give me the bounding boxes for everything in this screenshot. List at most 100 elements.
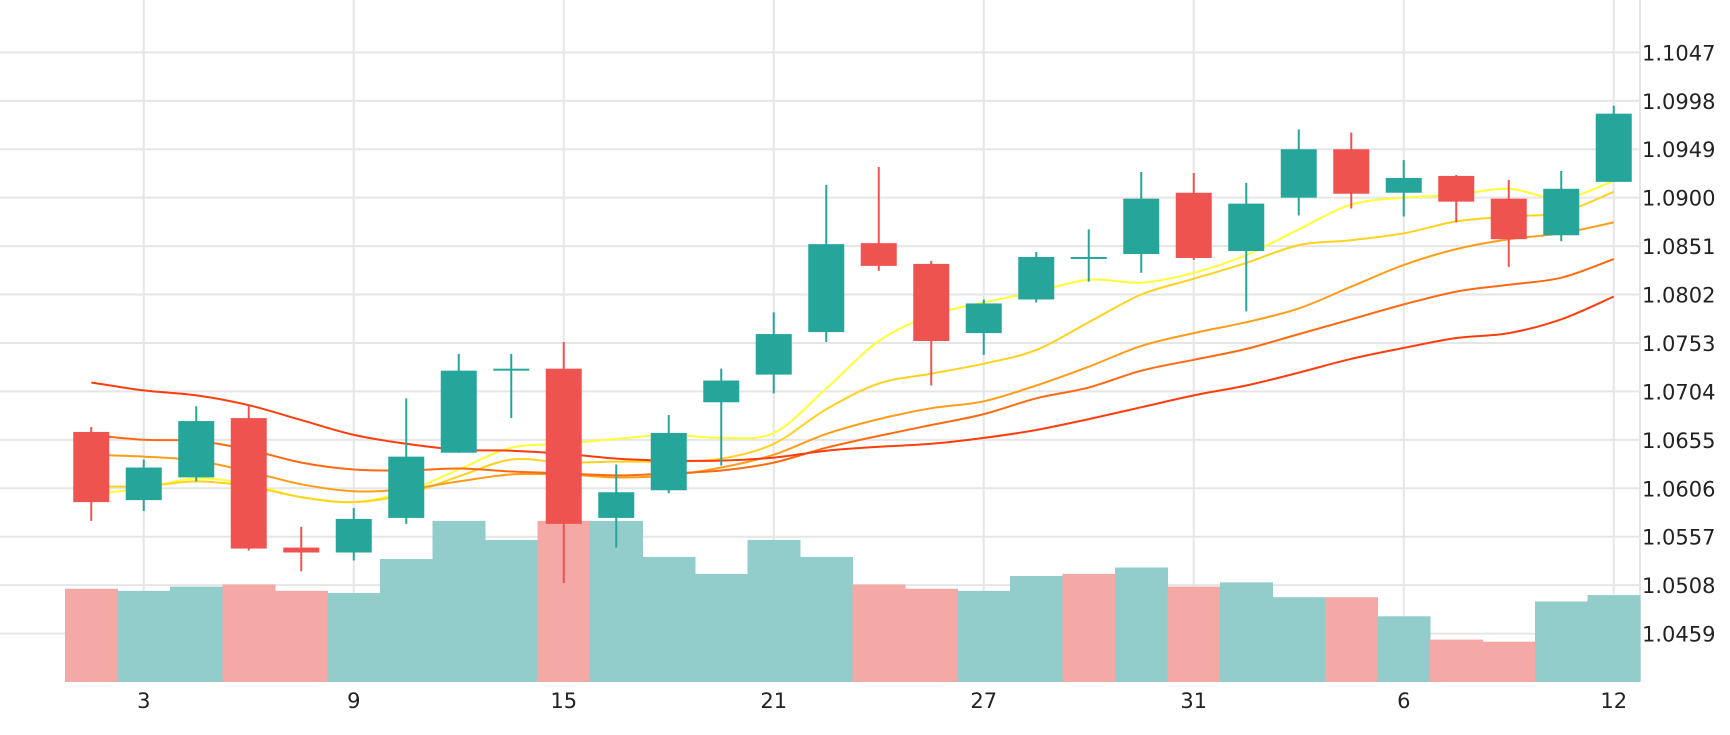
- candle-down: [913, 260, 950, 386]
- volume-bar: [590, 520, 643, 682]
- x-tick-label: 31: [1180, 689, 1207, 713]
- ma-line: [91, 179, 1615, 504]
- candle-down: [230, 405, 267, 551]
- y-tick-label: 1.0557: [1642, 526, 1715, 550]
- candle-body: [965, 303, 1002, 334]
- ma-line: [91, 295, 1615, 462]
- candle-down: [1490, 179, 1527, 267]
- volume-bar: [1482, 641, 1536, 682]
- candle-body: [125, 467, 162, 501]
- y-tick-label: 1.0753: [1642, 332, 1715, 356]
- volume-bar: [1535, 601, 1588, 682]
- y-tick-label: 1.1047: [1642, 41, 1715, 65]
- x-tick-label: 12: [1600, 689, 1627, 713]
- candle-body: [73, 431, 110, 503]
- candle-down: [545, 341, 582, 584]
- candle-up: [1123, 171, 1160, 273]
- candle-body: [1228, 203, 1265, 252]
- volume-bars: [65, 520, 1641, 682]
- volume-bar: [1325, 597, 1378, 682]
- candle-up: [755, 312, 792, 394]
- volume-bar: [852, 584, 906, 682]
- volume-bar: [1062, 573, 1116, 682]
- volume-bar: [1587, 595, 1641, 682]
- candle-body: [755, 334, 792, 375]
- y-tick-label: 1.0508: [1642, 574, 1715, 598]
- candle-down: [860, 167, 897, 271]
- candle-up: [1070, 229, 1107, 282]
- x-tick-label: 15: [550, 689, 577, 713]
- x-tick-label: 27: [970, 689, 997, 713]
- candle-up: [598, 464, 635, 548]
- candle-body: [1333, 149, 1370, 194]
- candle-up: [1595, 105, 1632, 182]
- y-tick-label: 1.0851: [1642, 235, 1715, 259]
- y-tick-label: 1.0655: [1642, 429, 1715, 453]
- volume-bar: [1430, 639, 1483, 682]
- candle-down: [283, 526, 320, 572]
- candle-up: [125, 459, 162, 512]
- ma-line: [91, 221, 1615, 493]
- x-tick-label: 9: [347, 689, 360, 713]
- candle-up: [650, 415, 687, 494]
- x-axis-tick-labels: 3 9 15 21 27 31 6 12: [137, 689, 1627, 713]
- candle-body: [335, 518, 372, 553]
- candle-body: [1385, 177, 1422, 193]
- candle-body: [808, 244, 845, 333]
- y-tick-label: 1.0949: [1642, 138, 1715, 162]
- candle-up: [493, 353, 530, 419]
- candle-up: [440, 353, 477, 453]
- volume-bar: [65, 588, 118, 682]
- candle-body: [1175, 192, 1212, 258]
- ma-line: [91, 190, 1615, 504]
- y-axis-tick-labels: 1.1047 1.0998 1.0949 1.0900 1.0851 1.0802 1.07…: [1642, 41, 1715, 646]
- volume-bar: [1167, 586, 1221, 682]
- candle-up: [703, 368, 740, 466]
- volume-bar: [905, 588, 958, 682]
- volume-bar: [1377, 616, 1431, 682]
- volume-bar: [695, 573, 748, 682]
- volume-bar: [642, 556, 696, 682]
- volume-bar: [275, 590, 328, 682]
- ma-line: [91, 258, 1615, 477]
- candle-body: [1018, 256, 1055, 300]
- candle-up: [965, 299, 1002, 355]
- volume-bar: [1220, 582, 1273, 682]
- candle-down: [1438, 174, 1475, 223]
- moving-average-lines: [91, 179, 1615, 504]
- candle-up: [808, 184, 845, 342]
- candle-body: [1543, 188, 1580, 236]
- candle-body: [1070, 256, 1107, 259]
- volume-bar: [800, 556, 853, 682]
- candle-up: [1385, 160, 1422, 217]
- candlesticks: [73, 105, 1632, 584]
- candle-body: [1280, 149, 1317, 198]
- candle-body: [650, 432, 687, 491]
- x-tick-label: 3: [137, 689, 150, 713]
- candle-body: [913, 263, 950, 341]
- candle-up: [1280, 129, 1317, 216]
- candle-up: [1228, 182, 1265, 312]
- volume-bar: [170, 586, 223, 682]
- x-tick-label: 6: [1397, 689, 1410, 713]
- candle-up: [388, 398, 425, 524]
- volume-bar: [747, 539, 801, 682]
- candle-body: [440, 370, 477, 453]
- volume-bar: [1115, 567, 1168, 682]
- candle-body: [1490, 198, 1527, 240]
- candle-body: [493, 368, 530, 371]
- volume-bar: [222, 584, 276, 682]
- candle-body: [388, 456, 425, 518]
- volume-bar: [432, 520, 486, 682]
- volume-bar: [380, 559, 433, 682]
- candle-body: [178, 421, 215, 478]
- y-tick-label: 1.0802: [1642, 284, 1715, 308]
- candle-down: [1175, 172, 1212, 260]
- candle-body: [1123, 198, 1160, 255]
- y-tick-label: 1.0606: [1642, 477, 1715, 501]
- candle-down: [73, 426, 110, 521]
- candle-up: [335, 508, 372, 561]
- y-tick-label: 1.0998: [1642, 90, 1715, 114]
- y-tick-label: 1.0900: [1642, 187, 1715, 211]
